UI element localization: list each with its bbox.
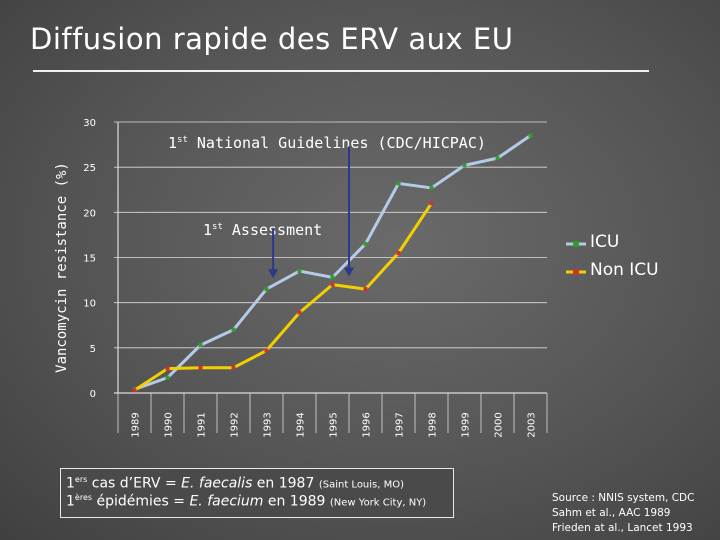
x-tick-label: 1999	[461, 412, 472, 437]
data-point-non-icu	[396, 250, 401, 255]
data-point-non-icu	[429, 201, 434, 206]
note-2-rest: en 1989	[263, 493, 330, 510]
legend-swatch-non-icu	[566, 269, 586, 275]
first-cases-note: 1ers cas d’ERV = E. faecalis en 1987 (Sa…	[60, 468, 454, 518]
y-tick-label: 5	[90, 344, 96, 355]
x-tick-label: 1993	[263, 412, 274, 437]
title-underline	[33, 70, 649, 72]
x-tick-label: 1998	[428, 412, 439, 437]
data-point-icu	[495, 156, 500, 161]
data-point-icu	[198, 343, 203, 348]
source-line: Source : NNIS system, CDC	[552, 492, 695, 504]
data-point-non-icu	[363, 287, 368, 292]
data-point-non-icu	[330, 282, 335, 287]
legend-label-icu: ICU	[590, 232, 620, 252]
data-point-non-icu	[165, 366, 170, 371]
slide-title: Diffusion rapide des ERV aux EU	[30, 22, 514, 56]
note-2-place: (New York City, NY)	[329, 497, 427, 509]
note-1-sup: ers	[74, 475, 88, 484]
x-tick-label: 1995	[329, 412, 340, 437]
note-1-place: (Saint Louis, MO)	[318, 479, 405, 491]
data-point-icu	[165, 375, 170, 380]
y-tick-label: 0	[90, 389, 96, 400]
y-tick-label: 10	[83, 299, 96, 310]
data-point-icu	[330, 275, 335, 280]
legend-label-non-icu: Non ICU	[590, 260, 659, 280]
data-point-icu	[264, 287, 269, 292]
x-tick-label: 1997	[395, 412, 406, 437]
note-2-main: épidémies =	[92, 493, 190, 510]
data-point-non-icu	[198, 365, 203, 370]
note-2-sup: ères	[74, 493, 93, 502]
data-point-icu	[396, 181, 401, 186]
data-point-non-icu	[132, 388, 137, 393]
annotation-assessment: 1st Assessment	[203, 221, 322, 239]
y-tick-label: 15	[83, 254, 96, 265]
y-axis-title: Vancomycin resistance (%)	[54, 162, 70, 373]
note-1-species: E. faecalis	[181, 475, 253, 492]
x-tick-label: 1991	[197, 412, 208, 437]
data-point-icu	[231, 327, 236, 332]
note-1-main: cas d’ERV =	[87, 475, 182, 492]
note-2-species: E. faecium	[189, 493, 264, 510]
note-line-1: 1ers cas d’ERV = E. faecalis en 1987 (Sa…	[66, 475, 404, 492]
data-point-icu	[462, 163, 467, 168]
x-tick-label: 2000	[494, 412, 505, 437]
source-line: Sahm et al., AAC 1989	[552, 507, 671, 519]
source-line: Frieden at al., Lancet 1993	[552, 522, 693, 534]
y-tick-label: 25	[83, 163, 96, 174]
note-1-prefix: 1	[66, 475, 75, 492]
source-citation: Source : NNIS system, CDC Sahm et al., A…	[552, 491, 694, 536]
data-point-non-icu	[264, 348, 269, 353]
x-tick-label: 1990	[164, 412, 175, 437]
series-line-icu	[133, 134, 532, 391]
data-point-non-icu	[231, 365, 236, 370]
data-point-icu	[297, 269, 302, 274]
y-tick-label: 20	[83, 208, 96, 219]
data-point-non-icu	[297, 310, 302, 315]
x-tick-label: 1989	[131, 412, 142, 437]
y-tick-label: 30	[83, 118, 96, 129]
data-point-icu	[429, 185, 434, 190]
annotation-guidelines: 1st National Guidelines (CDC/HICPAC)	[168, 134, 486, 152]
x-tick-label: 2003	[527, 412, 538, 437]
annotation-arrow-head	[344, 267, 354, 277]
x-tick-label: 1996	[362, 412, 373, 437]
x-tick-label: 1994	[296, 412, 307, 437]
note-2-prefix: 1	[66, 493, 75, 510]
x-tick-label: 1992	[230, 412, 241, 437]
annotation-arrow-head	[268, 269, 279, 279]
legend-swatch-icu	[566, 241, 586, 247]
data-point-icu	[363, 241, 368, 246]
series-line-non-icu	[133, 202, 433, 392]
note-1-rest: en 1987	[252, 475, 319, 492]
data-point-icu	[528, 133, 533, 138]
note-line-2: 1ères épidémies = E. faecium en 1989 (Ne…	[66, 493, 426, 510]
